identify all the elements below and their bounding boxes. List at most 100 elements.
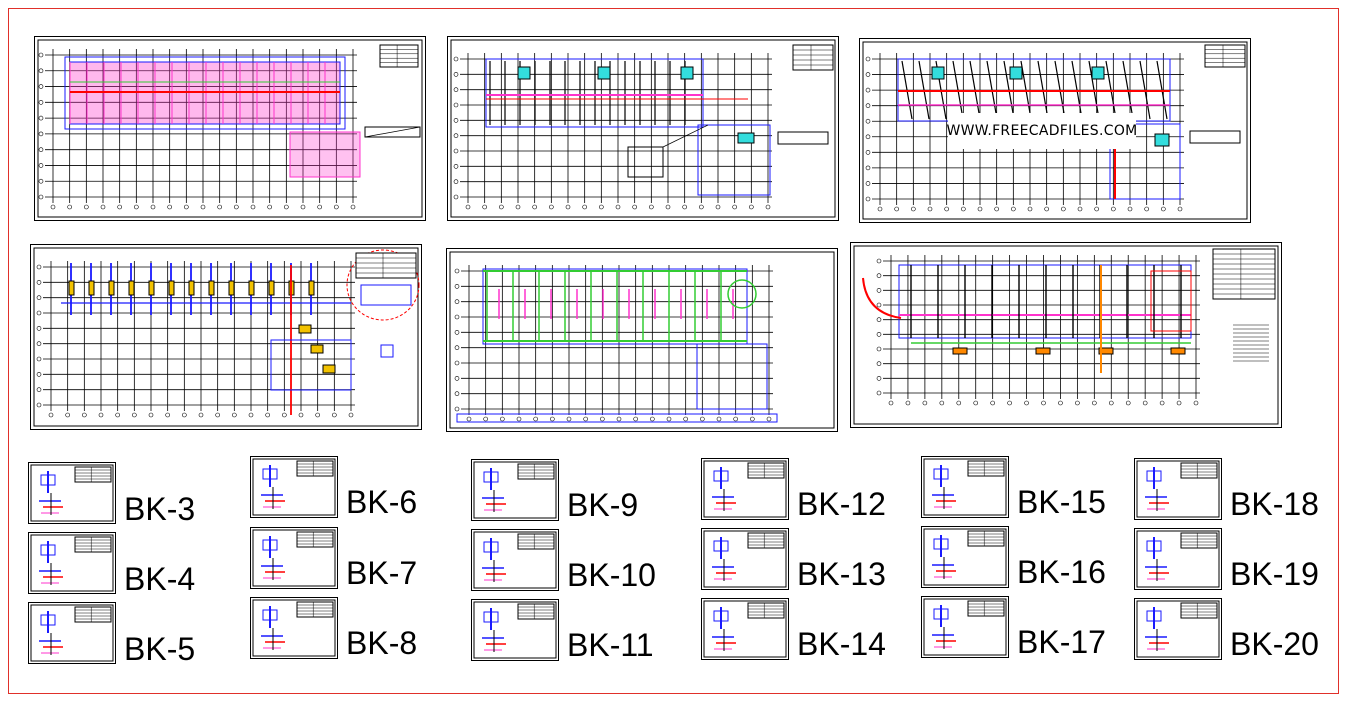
grid-bubble: [516, 416, 522, 422]
grid-bubble: [1061, 206, 1066, 212]
grid-bubble: [65, 412, 70, 418]
grid-bubble: [132, 412, 137, 418]
plan-sheet-6[interactable]: [850, 242, 1282, 428]
footing-block: [1170, 347, 1186, 355]
detail-thumbnail[interactable]: [250, 527, 338, 589]
column-footing: [208, 280, 215, 296]
detail-thumbnail[interactable]: [701, 598, 789, 660]
thumb-border: [252, 529, 336, 587]
grid-bubble: [1027, 206, 1033, 212]
grid-bubble: [1108, 400, 1114, 406]
grid-bubble: [716, 416, 722, 422]
grid-bubble: [38, 100, 44, 105]
grid-bubble: [348, 412, 354, 418]
detail-thumbnail[interactable]: [250, 456, 338, 518]
column-footing: [108, 280, 115, 296]
stair-circle: [727, 279, 757, 309]
grid-bubble: [927, 206, 933, 212]
drawing-frame: [8, 8, 1339, 694]
grid-bubble: [733, 416, 738, 422]
detail-thumbnail[interactable]: [28, 462, 116, 524]
detail-label: BK-18: [1230, 486, 1319, 522]
grid-bubble: [922, 400, 928, 406]
grid-bubble: [532, 204, 537, 210]
grid-bubble: [1176, 400, 1182, 406]
detail-thumbnail[interactable]: [1134, 598, 1222, 660]
title-table: [792, 44, 834, 71]
plan-sheet-2[interactable]: [447, 36, 839, 221]
plan-sheet-5[interactable]: [446, 248, 838, 432]
grid-bubble: [332, 412, 337, 418]
grid-bubble: [939, 400, 945, 406]
grid-bubble: [699, 204, 704, 210]
column-footing: [248, 280, 255, 296]
grid-bubble: [184, 204, 189, 210]
footing-block: [952, 347, 968, 355]
detail-label: BK-10: [567, 557, 656, 593]
detail-thumbnail[interactable]: [28, 532, 116, 594]
detail-thumbnail[interactable]: [1134, 528, 1222, 590]
sheet-border: [853, 245, 1279, 425]
grid-bubble: [683, 416, 688, 422]
detail-thumbnail[interactable]: [701, 458, 789, 520]
detail-thumbnail[interactable]: [921, 596, 1009, 658]
title-table: [1180, 602, 1218, 619]
grid-bubble: [1041, 400, 1046, 406]
stair-block: [737, 132, 755, 144]
grid-bubble: [666, 416, 672, 422]
grid-bubble: [36, 387, 42, 392]
sheet-border: [450, 39, 836, 218]
scale-box: [364, 126, 421, 138]
detail-thumbnail[interactable]: [1134, 458, 1222, 520]
grid-bubble: [888, 400, 894, 406]
grid-bubble: [98, 412, 104, 418]
grid-bubble: [300, 204, 306, 210]
thumb-border: [923, 528, 1007, 586]
detail-thumbnail[interactable]: [471, 459, 559, 521]
revision-cloud: [346, 249, 420, 321]
thumb-border: [923, 458, 1007, 516]
detail-thumbnail[interactable]: [471, 529, 559, 591]
plan-sheet-1[interactable]: [34, 36, 426, 221]
title-table: [967, 600, 1005, 617]
grid-bubble: [615, 204, 621, 210]
sheet-border: [33, 247, 419, 427]
detail-label: BK-17: [1017, 624, 1106, 660]
grid-bubble: [466, 416, 472, 422]
sheet-border: [37, 39, 423, 218]
grid-bubble: [865, 150, 871, 155]
detail-thumbnail[interactable]: [28, 602, 116, 664]
grid-bubble: [454, 299, 460, 304]
grid-bubble: [234, 204, 239, 210]
grid-bubble: [36, 326, 42, 331]
detail-thumbnail[interactable]: [921, 456, 1009, 518]
grid-bubble: [248, 412, 254, 418]
annex-outline: [1109, 123, 1181, 200]
title-table: [747, 462, 785, 479]
detail-thumbnail[interactable]: [250, 597, 338, 659]
title-table: [967, 530, 1005, 547]
grid-bubble: [1127, 206, 1133, 212]
grid-bubble: [876, 346, 882, 352]
column-footing: [168, 280, 175, 296]
detail-thumbnail[interactable]: [471, 599, 559, 661]
detail-thumbnail[interactable]: [701, 528, 789, 590]
column-footing: [188, 280, 195, 296]
grid-bubble: [36, 341, 42, 346]
grid-bubble: [454, 345, 460, 350]
thumb-border: [252, 599, 336, 657]
title-table: [296, 601, 334, 618]
grid-bubble: [1092, 400, 1097, 406]
grid-bubble: [765, 204, 771, 210]
grid-bubble: [1007, 400, 1012, 406]
thumb-border: [703, 460, 787, 518]
grid-bubble: [453, 102, 459, 108]
detail-thumbnail[interactable]: [921, 526, 1009, 588]
plan-sheet-4[interactable]: [30, 244, 422, 430]
scale-box: [777, 131, 829, 145]
grid-bubble: [265, 412, 270, 418]
grid-bubble: [1161, 206, 1166, 212]
grid-bubble: [38, 68, 44, 74]
grid-bubble: [549, 204, 554, 210]
thumb-border: [30, 534, 114, 592]
